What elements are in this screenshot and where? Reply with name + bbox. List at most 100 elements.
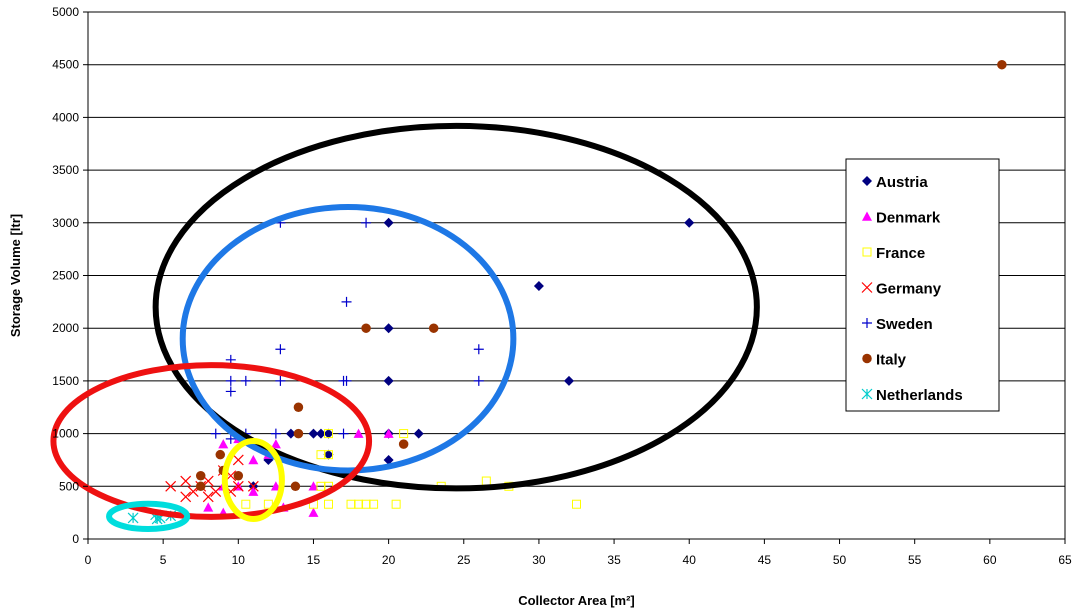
point-france xyxy=(346,499,356,509)
point-france xyxy=(361,499,371,509)
point-france xyxy=(323,450,333,460)
point-austria xyxy=(563,375,574,386)
point-germany xyxy=(247,480,259,492)
legend-marker-netherlands xyxy=(861,388,873,400)
legend: Austria Denmark France Germany Sweden Italy Ne… xyxy=(845,158,1000,412)
point-germany xyxy=(165,480,177,492)
point-france xyxy=(241,499,251,509)
point-denmark xyxy=(248,454,259,465)
point-italy xyxy=(398,439,409,449)
x-tick-label: 25 xyxy=(457,553,471,567)
point-sweden xyxy=(225,375,236,386)
point-italy xyxy=(195,471,206,481)
y-tick-label: 5000 xyxy=(52,5,79,19)
point-sweden xyxy=(275,375,286,386)
legend-label-netherlands: Netherlands xyxy=(876,387,963,404)
legend-item-france: France xyxy=(862,245,925,262)
series-sweden xyxy=(210,217,484,444)
y-axis-title: Storage Volume [ltr] xyxy=(8,214,23,337)
point-sweden xyxy=(275,344,286,355)
point-sweden xyxy=(361,217,372,228)
legend-item-austria: Austria xyxy=(862,174,928,191)
series-italy xyxy=(195,59,1007,492)
highlight-ellipse xyxy=(50,362,373,520)
point-austria xyxy=(308,428,319,439)
highlight-ellipse xyxy=(106,500,191,532)
point-sweden xyxy=(240,375,251,386)
point-austria xyxy=(533,281,544,292)
y-tick-label: 1000 xyxy=(52,427,79,441)
legend-label-sweden: Sweden xyxy=(876,316,933,333)
legend-marker-sweden xyxy=(862,318,872,328)
point-austria xyxy=(383,323,394,334)
legend-marker-austria xyxy=(862,176,872,186)
point-netherlands xyxy=(127,512,139,524)
point-france xyxy=(323,429,333,439)
point-sweden xyxy=(225,386,236,397)
point-sweden xyxy=(338,428,349,439)
point-austria xyxy=(413,428,424,439)
highlight-ellipse xyxy=(179,203,517,474)
point-italy xyxy=(361,323,371,333)
point-france xyxy=(391,499,401,509)
series-france xyxy=(241,429,581,509)
point-france xyxy=(481,476,491,486)
point-austria xyxy=(323,449,334,460)
legend-item-netherlands: Netherlands xyxy=(861,387,963,404)
y-tick-label: 500 xyxy=(59,479,79,493)
point-denmark xyxy=(308,507,319,517)
data-points xyxy=(127,59,1007,525)
x-tick-label: 30 xyxy=(532,553,546,567)
y-tick-label: 2500 xyxy=(52,269,79,283)
point-germany xyxy=(232,454,244,466)
legend-label-germany: Germany xyxy=(876,281,942,298)
point-italy xyxy=(997,59,1007,70)
x-tick-label: 10 xyxy=(232,553,246,567)
point-sweden xyxy=(210,428,221,439)
point-sweden xyxy=(341,296,352,307)
legend-label-austria: Austria xyxy=(876,174,928,191)
point-france xyxy=(369,499,379,509)
point-austria xyxy=(383,454,394,465)
point-austria xyxy=(315,428,326,439)
legend-item-italy: Italy xyxy=(862,352,907,369)
point-germany xyxy=(232,480,244,492)
point-denmark xyxy=(353,428,364,438)
point-denmark xyxy=(218,439,229,449)
point-austria xyxy=(383,375,394,386)
point-denmark xyxy=(248,486,259,496)
y-tick-label: 0 xyxy=(72,532,79,546)
point-italy xyxy=(233,471,244,481)
point-denmark xyxy=(383,428,394,438)
x-tick-label: 15 xyxy=(307,553,321,567)
point-france xyxy=(572,499,581,509)
point-sweden xyxy=(341,375,352,386)
x-tick-label: 35 xyxy=(607,553,621,567)
x-tick-label: 50 xyxy=(833,553,847,567)
point-france xyxy=(399,429,409,439)
legend-marker-germany xyxy=(861,282,873,293)
point-italy xyxy=(428,323,439,333)
point-italy xyxy=(290,481,301,492)
point-germany xyxy=(210,486,222,497)
legend-label-france: France xyxy=(876,245,925,262)
x-tick-label: 45 xyxy=(758,553,772,567)
y-tick-label: 4500 xyxy=(52,58,79,72)
point-sweden xyxy=(473,375,484,386)
point-sweden xyxy=(225,433,236,444)
x-axis-title: Collector Area [m²] xyxy=(518,593,635,608)
x-tick-label: 40 xyxy=(683,553,697,567)
legend-item-germany: Germany xyxy=(861,281,942,298)
legend-item-sweden: Sweden xyxy=(862,316,933,333)
legend-marker-denmark xyxy=(862,211,872,221)
x-tick-label: 55 xyxy=(908,553,922,567)
point-france xyxy=(354,499,364,509)
point-austria xyxy=(383,217,394,228)
point-italy xyxy=(293,402,304,412)
y-tick-label: 3000 xyxy=(52,216,79,230)
point-sweden xyxy=(270,428,281,439)
gridlines xyxy=(88,64,1065,487)
series-germany xyxy=(165,454,259,503)
x-tick-label: 65 xyxy=(1058,553,1072,567)
legend-marker-france xyxy=(862,247,872,257)
